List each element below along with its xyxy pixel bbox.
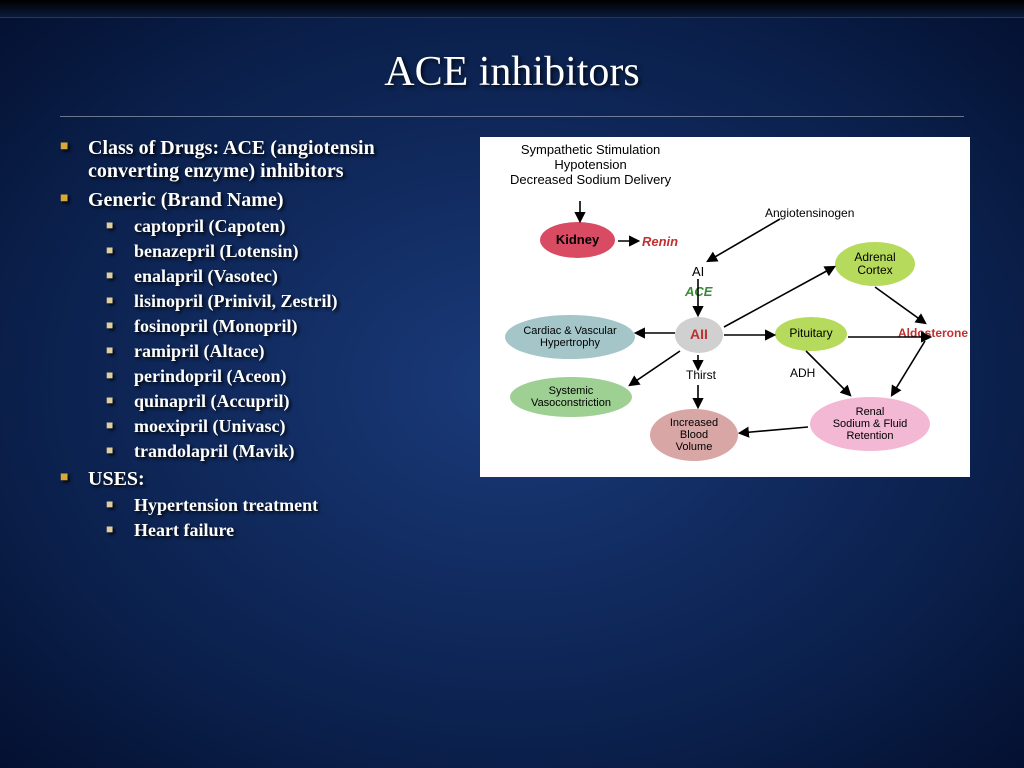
label-ai: AI [692, 265, 704, 280]
stimulus-label: Sympathetic Stimulation Hypotension Decr… [510, 143, 671, 188]
label-ace: ACE [685, 285, 712, 300]
bullet-uses: USES: Hypertension treatment Heart failur… [60, 468, 460, 541]
pathway-diagram: Sympathetic Stimulation Hypotension Decr… [480, 137, 970, 477]
drug-item: perindopril (Aceon) [106, 366, 460, 387]
use-item: Heart failure [106, 520, 460, 541]
label-thirst: Thirst [686, 369, 716, 383]
label-angiotensinogen: Angiotensinogen [765, 207, 854, 221]
use-item: Hypertension treatment [106, 495, 460, 516]
bullet-list: Class of Drugs: ACE (angiotensin convert… [60, 137, 460, 541]
bullet-generic: Generic (Brand Name) captopril (Capoten)… [60, 189, 460, 462]
node-blood: Increased Blood Volume [650, 409, 738, 461]
node-aii: AII [675, 317, 723, 353]
drug-item: ramipril (Altace) [106, 341, 460, 362]
drug-item: quinapril (Accupril) [106, 391, 460, 412]
arrow [708, 219, 780, 261]
uses-list: Hypertension treatment Heart failure [88, 495, 460, 541]
drug-item: lisinopril (Prinivil, Zestril) [106, 291, 460, 312]
node-renal: Renal Sodium & Fluid Retention [810, 397, 930, 451]
label-renin: Renin [642, 235, 678, 250]
content-area: Class of Drugs: ACE (angiotensin convert… [0, 117, 1024, 547]
arrow [875, 287, 925, 323]
label-aldosterone: Aldosterone [898, 327, 968, 341]
drug-list: captopril (Capoten) benazepril (Lotensin)… [88, 216, 460, 462]
node-adrenal: Adrenal Cortex [835, 242, 915, 286]
bullet-uses-label: USES: [88, 468, 145, 490]
drug-item: enalapril (Vasotec) [106, 266, 460, 287]
diagram-panel: Sympathetic Stimulation Hypotension Decr… [480, 137, 984, 547]
node-systemic: Systemic Vasoconstriction [510, 377, 632, 417]
drug-item: trandolapril (Mavik) [106, 441, 460, 462]
top-bar [0, 0, 1024, 18]
drug-item: captopril (Capoten) [106, 216, 460, 237]
drug-item: fosinopril (Monopril) [106, 316, 460, 337]
node-pituitary: Pituitary [775, 317, 847, 351]
arrow [740, 427, 808, 433]
drug-item: moexipril (Univasc) [106, 416, 460, 437]
drug-item: benazepril (Lotensin) [106, 241, 460, 262]
label-adh: ADH [790, 367, 815, 381]
bullet-list-panel: Class of Drugs: ACE (angiotensin convert… [60, 137, 460, 547]
bullet-generic-label: Generic (Brand Name) [88, 189, 284, 211]
arrow [892, 341, 925, 395]
slide-title: ACE inhibitors [60, 48, 964, 117]
node-cardiac: Cardiac & Vascular Hypertrophy [505, 315, 635, 359]
node-kidney: Kidney [540, 222, 615, 258]
arrow [630, 351, 680, 385]
bullet-class: Class of Drugs: ACE (angiotensin convert… [60, 137, 460, 183]
